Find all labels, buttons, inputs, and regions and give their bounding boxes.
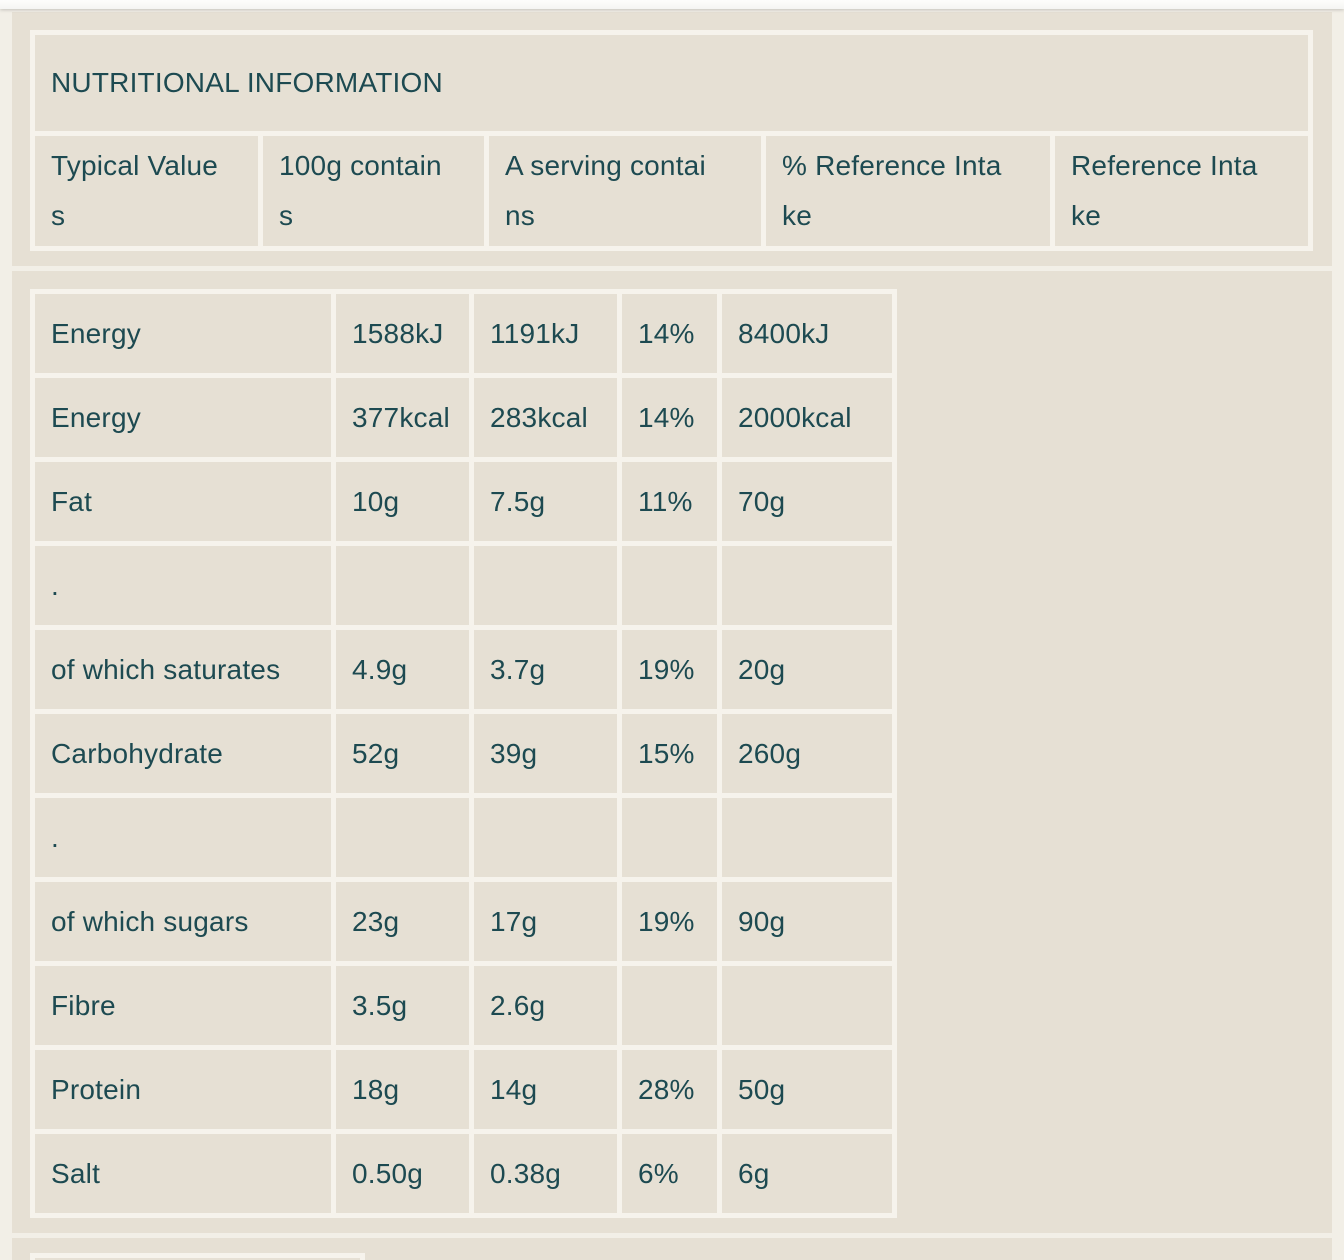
nutrient-value-cell xyxy=(622,798,717,877)
nutrient-value-cell: 50g xyxy=(722,1050,892,1129)
nutrient-value-cell: 0.50g xyxy=(336,1134,469,1213)
nutrient-value-cell: 1191kJ xyxy=(474,294,617,373)
nutrition-table-title: NUTRITIONAL INFORMATION xyxy=(35,35,1308,131)
nutrient-value-cell: 377kcal xyxy=(336,378,469,457)
column-header-typical-values: Typical Value s xyxy=(35,136,258,246)
nutrient-value-cell xyxy=(336,798,469,877)
nutrient-value-cell: 52g xyxy=(336,714,469,793)
nutrient-value-cell: 28% xyxy=(622,1050,717,1129)
nutrient-value-cell xyxy=(622,546,717,625)
nutrient-value-cell: 17g xyxy=(474,882,617,961)
nutrient-value-cell: 8400kJ xyxy=(722,294,892,373)
nutrient-name-cell: of which sugars xyxy=(35,882,331,961)
nutrient-value-cell: 2000kcal xyxy=(722,378,892,457)
nutrient-value-cell: 260g xyxy=(722,714,892,793)
nutrient-value-cell: 23g xyxy=(336,882,469,961)
next-section-partial-cell xyxy=(35,1258,360,1260)
nutrient-name-cell: Energy xyxy=(35,294,331,373)
page-top-edge xyxy=(0,0,1344,9)
nutrient-value-cell xyxy=(622,966,717,1045)
nutrient-value-cell: 15% xyxy=(622,714,717,793)
nutrition-body-table: Energy 1588kJ 1191kJ 14% 8400kJ Energy 377kcal… xyxy=(30,289,897,1218)
nutrient-value-cell: 39g xyxy=(474,714,617,793)
nutrient-value-cell: 10g xyxy=(336,462,469,541)
nutrient-name-cell: Protein xyxy=(35,1050,331,1129)
nutrient-value-cell: 0.38g xyxy=(474,1134,617,1213)
nutrient-value-cell: 90g xyxy=(722,882,892,961)
nutrient-name-cell: . xyxy=(35,798,331,877)
nutrient-value-cell xyxy=(474,546,617,625)
nutrient-name-cell: . xyxy=(35,546,331,625)
nutrient-name-cell: Salt xyxy=(35,1134,331,1213)
nutrient-value-cell xyxy=(336,546,469,625)
nutrient-name-cell: of which saturates xyxy=(35,630,331,709)
nutrient-value-cell xyxy=(722,546,892,625)
nutrient-value-cell: 19% xyxy=(622,630,717,709)
nutrient-value-cell: 3.7g xyxy=(474,630,617,709)
nutrient-value-cell: 14g xyxy=(474,1050,617,1129)
nutrient-value-cell: 7.5g xyxy=(474,462,617,541)
column-header-reference-intake: Reference Inta ke xyxy=(1055,136,1308,246)
nutrition-values-panel: Energy 1588kJ 1191kJ 14% 8400kJ Energy 377kcal… xyxy=(12,271,1332,1233)
nutrient-value-cell: 6% xyxy=(622,1134,717,1213)
nutrient-value-cell: 6g xyxy=(722,1134,892,1213)
nutrient-value-cell xyxy=(474,798,617,877)
nutrient-name-cell: Fibre xyxy=(35,966,331,1045)
nutrient-name-cell: Carbohydrate xyxy=(35,714,331,793)
nutrient-value-cell: 19% xyxy=(622,882,717,961)
nutrient-value-cell: 14% xyxy=(622,378,717,457)
nutrient-value-cell: 18g xyxy=(336,1050,469,1129)
nutrient-value-cell: 11% xyxy=(622,462,717,541)
next-section-panel xyxy=(12,1238,1332,1260)
nutrient-value-cell: 283kcal xyxy=(474,378,617,457)
nutrient-value-cell: 3.5g xyxy=(336,966,469,1045)
column-header-a-serving-contains: A serving contai ns xyxy=(489,136,761,246)
nutrient-value-cell: 4.9g xyxy=(336,630,469,709)
next-section-partial-box xyxy=(30,1253,365,1260)
nutrient-value-cell xyxy=(722,798,892,877)
column-header-100g-contains: 100g contain s xyxy=(263,136,484,246)
nutrient-name-cell: Fat xyxy=(35,462,331,541)
nutrient-value-cell: 1588kJ xyxy=(336,294,469,373)
nutrient-value-cell: 70g xyxy=(722,462,892,541)
nutrient-name-cell: Energy xyxy=(35,378,331,457)
nutrient-value-cell: 2.6g xyxy=(474,966,617,1045)
nutrient-value-cell xyxy=(722,966,892,1045)
nutrient-value-cell: 14% xyxy=(622,294,717,373)
nutrient-value-cell: 20g xyxy=(722,630,892,709)
column-header--reference-intake: % Reference Inta ke xyxy=(766,136,1050,246)
